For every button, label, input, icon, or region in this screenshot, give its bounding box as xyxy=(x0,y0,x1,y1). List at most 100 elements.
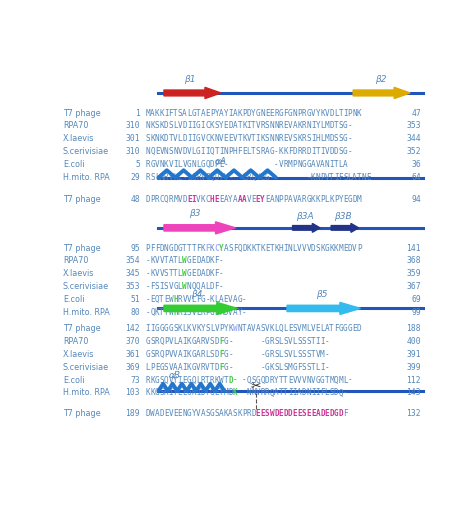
Text: L: L xyxy=(178,256,182,265)
Text: V: V xyxy=(159,269,164,278)
Text: N: N xyxy=(325,160,329,169)
Text: A: A xyxy=(224,244,228,253)
Text: L: L xyxy=(214,295,219,304)
Text: F: F xyxy=(196,244,201,253)
Text: I: I xyxy=(191,121,196,130)
Text: I: I xyxy=(320,363,325,372)
Text: D: D xyxy=(201,389,205,397)
Text: P: P xyxy=(219,173,224,182)
Text: V: V xyxy=(292,195,297,204)
Text: T: T xyxy=(279,389,283,397)
Text: E: E xyxy=(173,410,178,418)
Text: Q: Q xyxy=(279,324,283,333)
Text: P: P xyxy=(320,195,325,204)
Text: A: A xyxy=(178,363,182,372)
Text: β3A: β3A xyxy=(296,212,313,221)
Text: -: - xyxy=(219,256,224,265)
Text: A: A xyxy=(219,410,224,418)
Text: E: E xyxy=(219,195,224,204)
Text: D: D xyxy=(146,410,150,418)
Text: V: V xyxy=(182,295,187,304)
Text: E: E xyxy=(256,195,260,204)
Text: E: E xyxy=(270,109,274,118)
Text: -: - xyxy=(270,173,274,182)
Text: K: K xyxy=(178,324,182,333)
Text: A: A xyxy=(274,389,279,397)
Text: -: - xyxy=(260,363,265,372)
Text: W: W xyxy=(182,282,187,291)
Text: L: L xyxy=(292,244,297,253)
Text: Y: Y xyxy=(260,195,265,204)
Text: I: I xyxy=(316,337,320,346)
Text: M: M xyxy=(224,389,228,397)
Text: M: M xyxy=(173,195,178,204)
Text: E: E xyxy=(191,256,196,265)
Text: D: D xyxy=(352,195,357,204)
Text: V: V xyxy=(288,350,292,359)
Text: K: K xyxy=(260,134,265,143)
Text: K: K xyxy=(242,134,246,143)
Text: T: T xyxy=(191,244,196,253)
Text: I: I xyxy=(316,389,320,397)
Text: K: K xyxy=(224,410,228,418)
Text: N: N xyxy=(191,160,196,169)
Text: I: I xyxy=(182,337,187,346)
Text: A: A xyxy=(352,173,357,182)
Text: T: T xyxy=(283,376,288,384)
Text: T: T xyxy=(357,173,362,182)
Text: P: P xyxy=(292,160,297,169)
Text: L: L xyxy=(182,324,187,333)
Text: Y: Y xyxy=(173,376,178,384)
Text: K: K xyxy=(283,147,288,156)
Text: 47: 47 xyxy=(411,109,421,118)
Text: Y: Y xyxy=(191,410,196,418)
Text: I: I xyxy=(182,308,187,317)
Text: 399: 399 xyxy=(407,363,421,372)
Text: D: D xyxy=(228,389,233,397)
Text: Q: Q xyxy=(260,376,265,384)
Text: 73: 73 xyxy=(130,376,140,384)
Text: 51: 51 xyxy=(130,295,140,304)
Text: -: - xyxy=(325,363,329,372)
Text: T: T xyxy=(251,121,256,130)
Text: V: V xyxy=(325,147,329,156)
Text: V: V xyxy=(169,363,173,372)
Text: 361: 361 xyxy=(126,350,140,359)
Text: G: G xyxy=(265,173,270,182)
Text: C: C xyxy=(205,195,210,204)
Text: S.cerivisiae: S.cerivisiae xyxy=(63,147,109,156)
Text: K: K xyxy=(187,324,191,333)
Text: -: - xyxy=(146,256,150,265)
Text: -: - xyxy=(347,134,352,143)
FancyArrow shape xyxy=(287,302,360,314)
Text: 391: 391 xyxy=(407,350,421,359)
Text: G: G xyxy=(265,363,270,372)
Text: V: V xyxy=(205,337,210,346)
Text: E: E xyxy=(182,376,187,384)
Text: T: T xyxy=(338,109,343,118)
Text: A: A xyxy=(311,160,316,169)
Text: G: G xyxy=(159,324,164,333)
Text: I: I xyxy=(178,376,182,384)
Text: K: K xyxy=(357,109,362,118)
Text: S: S xyxy=(301,410,306,418)
Text: I: I xyxy=(182,363,187,372)
Text: S: S xyxy=(306,350,311,359)
Text: D: D xyxy=(347,244,352,253)
Text: β2: β2 xyxy=(375,75,386,84)
Text: V: V xyxy=(159,147,164,156)
Text: I: I xyxy=(191,134,196,143)
Text: β3: β3 xyxy=(190,209,201,218)
Text: T: T xyxy=(164,256,169,265)
Text: -: - xyxy=(146,269,150,278)
Text: A: A xyxy=(233,308,237,317)
Text: 36: 36 xyxy=(411,160,421,169)
Text: F: F xyxy=(150,282,155,291)
Text: L: L xyxy=(155,173,159,182)
Text: E: E xyxy=(366,173,371,182)
Text: -: - xyxy=(228,337,233,346)
Text: T: T xyxy=(159,308,164,317)
Text: 370: 370 xyxy=(126,337,140,346)
Text: E: E xyxy=(242,147,246,156)
Text: K: K xyxy=(150,376,155,384)
